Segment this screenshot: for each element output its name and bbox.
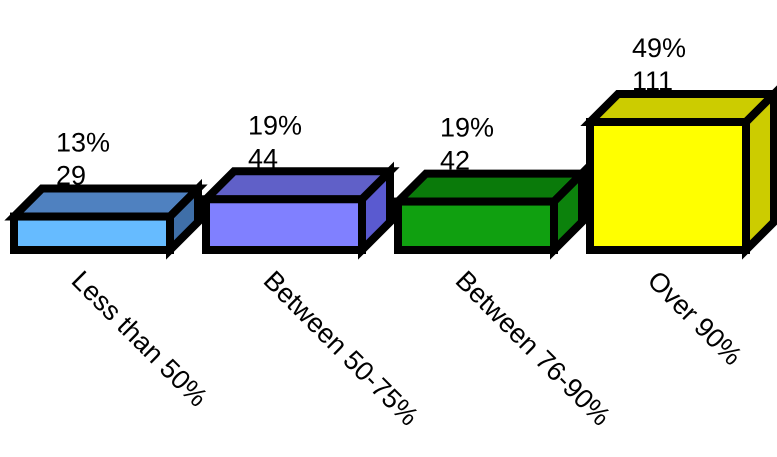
category-label: Between 76-90% <box>450 265 617 432</box>
category-label: Less than 50% <box>66 265 214 413</box>
bar-1 <box>4 178 208 260</box>
count-label: 44 <box>248 143 278 173</box>
bar-3 <box>388 163 592 260</box>
bar-front-face <box>586 118 750 254</box>
percent-label: 13% <box>56 128 110 158</box>
category-label: Over 90% <box>642 265 748 371</box>
count-label: 111 <box>632 66 673 96</box>
bar-4 <box>580 85 777 260</box>
percent-label: 49% <box>632 33 686 63</box>
bars-layer <box>4 85 777 260</box>
percent-label: 19% <box>440 113 494 143</box>
count-label: 29 <box>56 161 86 191</box>
category-label: Between 50-75% <box>258 265 425 432</box>
bar-2 <box>196 161 400 260</box>
count-label: 42 <box>440 146 470 176</box>
bar-front-face <box>202 195 366 254</box>
bar-side-face <box>742 85 777 260</box>
bar-front-face <box>10 212 174 255</box>
percent-label: 19% <box>248 110 302 140</box>
bar-front-face <box>394 197 558 254</box>
